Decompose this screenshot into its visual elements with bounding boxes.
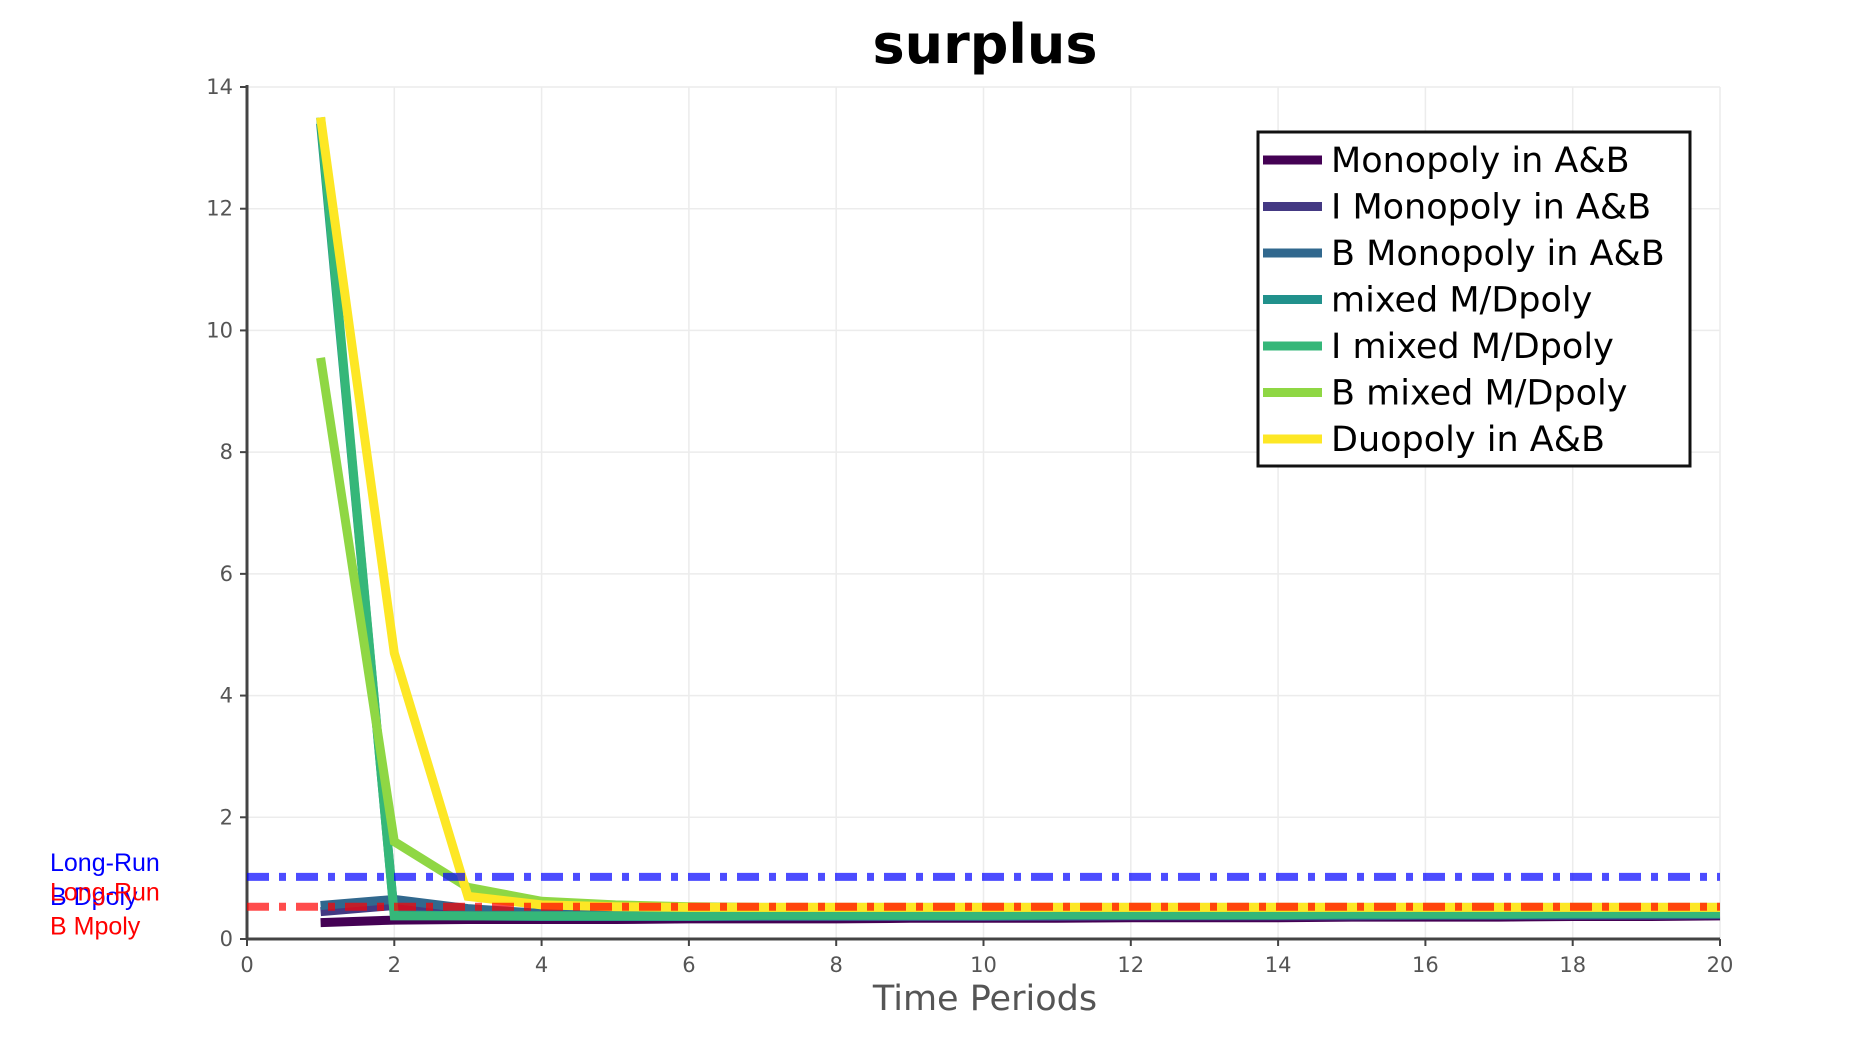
y-tick-label-0: 0 — [220, 927, 233, 951]
y-tick-label-7: 14 — [206, 75, 233, 99]
y-tick-label-1: 2 — [220, 805, 233, 829]
axes-layer: 0 2 4 6 8 10 12 14 16 18 20 0 2 4 6 8 10 12 14 — [206, 75, 1733, 977]
x-tick-label-5: 10 — [970, 953, 997, 977]
y-tick-label-2: 4 — [220, 684, 233, 708]
x-tick-label-6: 12 — [1117, 953, 1144, 977]
legend-label-b-monopoly-in-a-b: B Monopoly in A&B — [1331, 234, 1665, 274]
x-tick-label-8: 16 — [1412, 953, 1439, 977]
chart-title: surplus — [873, 13, 1098, 76]
reference-label-0-line1: Long-Run — [50, 849, 160, 877]
x-tick-label-0: 0 — [240, 953, 253, 977]
x-tick-label-10: 20 — [1707, 953, 1734, 977]
x-tick-label-2: 4 — [535, 953, 548, 977]
legend-label-b-mixed-m-dpoly: B mixed M/Dpoly — [1331, 374, 1627, 414]
x-tick-label-7: 14 — [1265, 953, 1292, 977]
y-tick-label-4: 8 — [220, 440, 233, 464]
legend-label-mixed-m-dpoly: mixed M/Dpoly — [1331, 281, 1592, 321]
legend-frame — [1256, 130, 1692, 468]
x-tick-label-9: 18 — [1559, 953, 1586, 977]
legend-label-i-mixed-m-dpoly: I mixed M/Dpoly — [1331, 327, 1614, 367]
legend-label-i-monopoly-in-a-b: I Monopoly in A&B — [1331, 188, 1651, 228]
legend-label-monopoly-in-a-b: Monopoly in A&B — [1331, 141, 1630, 181]
y-tick-label-3: 6 — [220, 562, 233, 586]
legend-label-duopoly-in-a-b: Duopoly in A&B — [1331, 420, 1605, 460]
series-line-i-mixed-m-dpoly — [316, 116, 1720, 921]
reference-label-1-line2: B Mpoly — [50, 913, 141, 941]
reference-label-0-line2: B Dpoly — [50, 883, 138, 911]
x-tick-label-1: 2 — [388, 953, 401, 977]
x-axis-label: Time Periods — [872, 979, 1097, 1019]
y-tick-label-6: 12 — [206, 197, 233, 221]
legend: Monopoly in A&B I Monopoly in A&B B Monopo… — [1256, 130, 1692, 468]
y-tick-label-5: 10 — [206, 318, 233, 342]
x-tick-label-4: 8 — [830, 953, 843, 977]
x-tick-label-3: 6 — [682, 953, 695, 977]
reference-label-1-line1: Long-Run — [50, 879, 160, 907]
